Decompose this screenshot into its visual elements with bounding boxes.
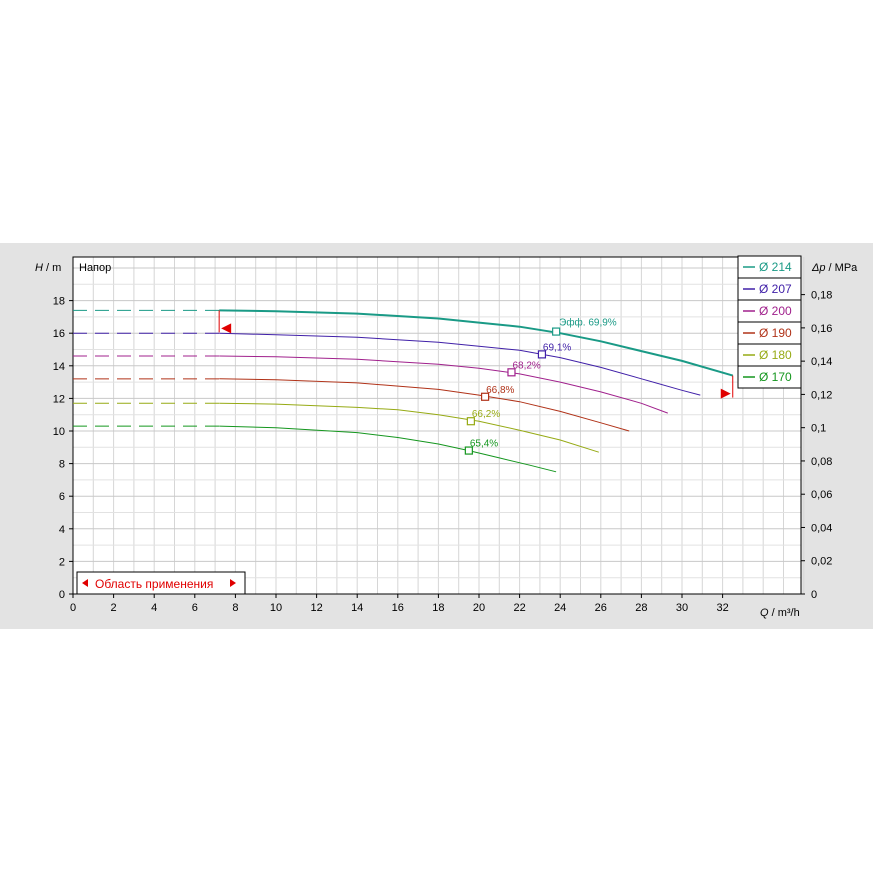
y-tick-label: 0 (59, 589, 65, 601)
range-min-arrow-icon (221, 323, 232, 334)
series-line (219, 355, 668, 414)
y2-tick-label: 0,12 (811, 389, 832, 401)
x-tick-label: 0 (70, 602, 76, 614)
legend-item (737, 365, 802, 389)
pump-curve-chart: 0 2 4 6 8 10 12 14 16 18 20 22 24 26 28 30 32 0246810121… (35, 255, 858, 619)
y-tick-label: 18 (53, 296, 65, 308)
plot-area (73, 257, 801, 594)
y2-axis-ticks: 0 0,02 0,04 0,06 0,08 0,1 0,12 0,14 0,16 0,18 (801, 290, 832, 601)
x-tick-label: 16 (392, 602, 404, 614)
x-tick-label: 30 (676, 602, 688, 614)
efficiency-point (552, 327, 561, 336)
y-tick-label: 8 (59, 459, 65, 471)
y-tick-label: 10 (53, 426, 65, 438)
x-tick-label: 8 (232, 602, 238, 614)
x-axis-label: Q / m³/h (760, 607, 800, 619)
legend-label: Ø 207 (759, 282, 792, 296)
arrow-right-icon (230, 579, 236, 587)
efficiency-label: 66,2% (472, 409, 500, 420)
efficiency-label: 66,8% (486, 385, 514, 396)
x-tick-label: 26 (595, 602, 607, 614)
y2-tick-label: 0,1 (811, 423, 826, 435)
efficiency-label: 68,2% (512, 360, 540, 371)
x-axis-ticks: 0 2 4 6 8 10 12 14 16 18 20 22 24 26 28 30 32 (70, 594, 729, 614)
efficiency-label: 65,4% (470, 439, 498, 450)
arrow-left-icon (82, 579, 88, 587)
application-range-markers (218, 310, 734, 399)
y-tick-label: 2 (59, 556, 65, 568)
legend: Ø 214 Ø 207 Ø 200 Ø 190 Ø 180 Ø 170 (737, 255, 802, 389)
y2-tick-label: 0,06 (811, 489, 832, 501)
x-tick-label: 22 (513, 602, 525, 614)
y-tick-label: 16 (53, 328, 65, 340)
plot-frame (72, 256, 802, 595)
y2-tick-label: 0,08 (811, 456, 832, 468)
y-tick-label: 14 (53, 361, 65, 373)
legend-label: Ø 180 (759, 348, 792, 362)
y2-tick-label: 0,14 (811, 356, 832, 368)
efficiency-label: 69,1% (543, 342, 571, 353)
series-line (219, 378, 630, 432)
efficiency-point (480, 392, 490, 401)
x-tick-label: 12 (310, 602, 322, 614)
legend-label: Ø 190 (759, 326, 792, 340)
series-line (219, 402, 599, 453)
legend-label: Ø 214 (759, 260, 792, 274)
legend-label: Ø 170 (759, 370, 792, 384)
efficiency-point (466, 417, 475, 426)
chart-panel: 0 2 4 6 8 10 12 14 16 18 20 22 24 26 28 30 32 0 2 4 6 8 10 12 1… (0, 243, 873, 629)
application-range-box: Область применения (76, 571, 246, 595)
x-tick-label: 24 (554, 602, 566, 614)
x-tick-label: 14 (351, 602, 363, 614)
range-max-arrow-icon (720, 388, 731, 399)
efficiency-point (537, 350, 547, 359)
application-range-label: Область применения (95, 577, 213, 591)
x-tick-label: 18 (432, 602, 444, 614)
y-axis-label: H / m (35, 262, 61, 274)
efficiency-point (507, 368, 516, 377)
y-tick-label: 12 (53, 393, 65, 405)
x-tick-label: 4 (151, 602, 157, 614)
efficiency-label: Эфф. 69,9% (559, 317, 617, 329)
series-line (219, 425, 557, 473)
curves: Эфф. 69,9% 69,1%68,2% 66,8% 66,2% 65,4% (73, 309, 734, 473)
grid (72, 257, 805, 595)
y2-tick-label: 0,02 (811, 556, 832, 568)
y-tick-label: 6 (59, 491, 65, 503)
x-tick-label: 20 (473, 602, 485, 614)
y-tick-label: 4 (59, 524, 65, 536)
y2-axis-label: Δp / MPa (811, 262, 858, 274)
chart-title: Напор (79, 262, 111, 274)
legend-label: Ø 200 (759, 304, 792, 318)
y2-tick-label: 0,16 (811, 323, 832, 335)
y2-tick-label: 0,04 (811, 522, 832, 534)
series-line (219, 332, 701, 396)
y2-tick-label: 0,18 (811, 290, 832, 302)
x-tick-label: 10 (270, 602, 282, 614)
x-tick-label: 2 (111, 602, 117, 614)
x-tick-label: 6 (192, 602, 198, 614)
y2-tick-label: 0 (811, 589, 817, 601)
x-tick-label: 28 (635, 602, 647, 614)
series-line (219, 309, 734, 377)
efficiency-point (464, 446, 473, 455)
x-tick-label: 32 (716, 602, 728, 614)
y-axis-ticks: 0 2 4 6 8 10 12 14 16 18 (53, 296, 73, 601)
